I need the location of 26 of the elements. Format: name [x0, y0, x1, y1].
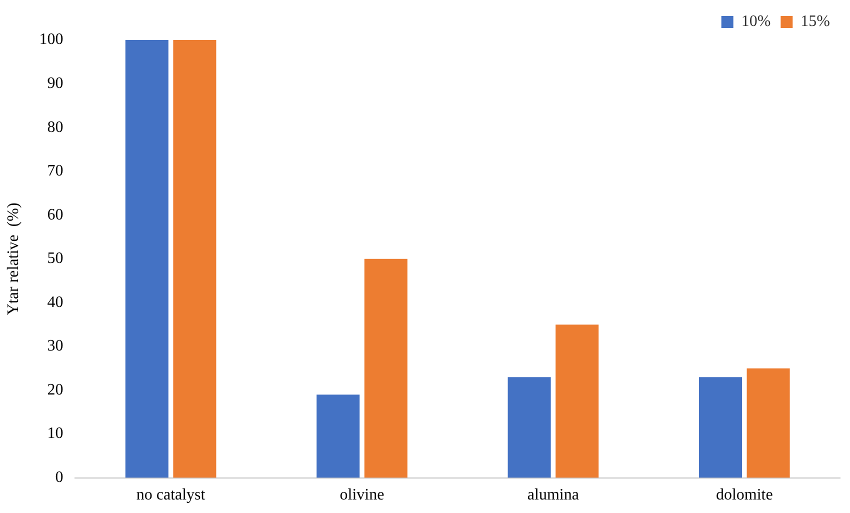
y-tick-label: 90: [47, 74, 64, 92]
y-tick-label: 0: [55, 469, 64, 486]
y-tick-label: 20: [47, 381, 64, 398]
bar: [364, 258, 408, 478]
bar: [125, 40, 168, 478]
x-tick-label: no catalyst: [136, 486, 206, 504]
bar: [173, 40, 216, 478]
y-tick-label: 50: [47, 250, 64, 268]
x-tick-label: olivine: [340, 486, 384, 504]
legend-label: 15%: [800, 13, 830, 30]
y-tick-label: 30: [47, 338, 64, 355]
y-axis-title: Ytar relative (%): [4, 202, 22, 316]
bar: [698, 377, 742, 478]
legend-label: 10%: [741, 13, 771, 30]
y-tick-label: 100: [39, 31, 64, 48]
bar: [746, 368, 790, 478]
bar: [316, 394, 360, 478]
bar: [556, 324, 599, 478]
x-tick-label: dolomite: [716, 486, 773, 504]
x-tick-label: alumina: [527, 486, 579, 504]
y-tick-label: 60: [47, 206, 64, 224]
bar: [508, 377, 551, 478]
y-tick-label: 80: [47, 118, 64, 136]
y-tick-label: 10: [47, 425, 64, 442]
y-tick-label: 40: [47, 294, 64, 311]
y-tick-label: 70: [47, 162, 64, 180]
